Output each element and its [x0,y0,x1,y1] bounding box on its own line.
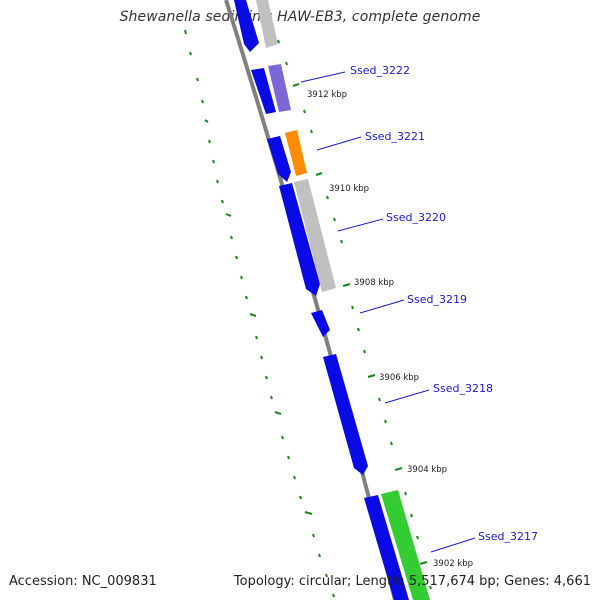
gene-arrow[interactable] [285,130,307,176]
gene-label[interactable]: Ssed_3217 [478,530,538,543]
kbp-label: 3912 kbp [307,90,347,100]
gene-arrow[interactable] [267,136,291,182]
gc-skew-track [184,29,335,598]
gene-label[interactable]: Ssed_3222 [350,64,410,77]
gene-arrow[interactable] [256,0,278,48]
gene-label[interactable]: Ssed_3221 [365,130,425,143]
gene-arrow[interactable] [279,183,320,296]
kbp-label: 3906 kbp [379,373,419,383]
gene-arrow[interactable] [294,179,336,292]
gene-features [234,0,430,600]
gene-arrow[interactable] [234,0,259,52]
genome-summary-text: Topology: circular; Length: 5,517,674 bp… [233,574,591,589]
gene-label-leaders [300,71,476,553]
kbp-label: 3904 kbp [407,465,447,475]
accession-text: Accession: NC_009831 [9,574,157,589]
kbp-label: 3908 kbp [354,278,394,288]
kbp-tick-track [269,17,432,590]
kbp-label: 3910 kbp [329,184,369,194]
gene-arrow[interactable] [323,354,368,475]
gene-label[interactable]: Ssed_3220 [386,211,446,224]
gene-label[interactable]: Ssed_3219 [407,293,467,306]
gene-arrow[interactable] [268,64,291,112]
gene-arrow[interactable] [364,495,409,600]
gene-label[interactable]: Ssed_3218 [433,382,493,395]
kbp-label: 3902 kbp [433,559,473,569]
gene-arrow[interactable] [311,310,330,337]
page-title: Shewanella sediminis HAW-EB3, complete g… [119,9,481,25]
gene-arrow[interactable] [381,490,430,600]
gene-arrow[interactable] [251,68,276,114]
